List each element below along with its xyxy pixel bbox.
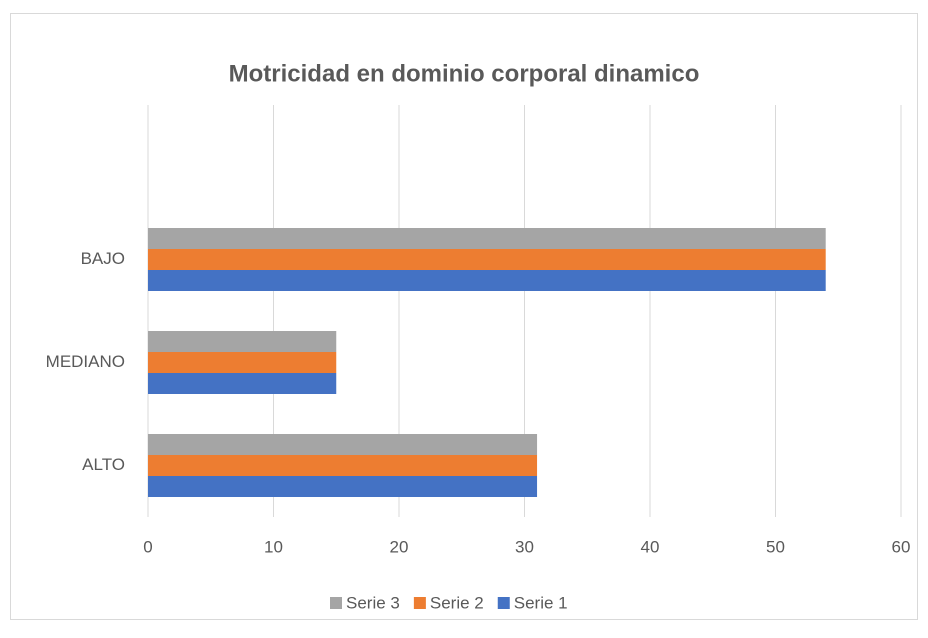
bar xyxy=(148,270,826,291)
x-tick-label: 10 xyxy=(264,537,283,556)
bar xyxy=(148,331,337,352)
legend-label: Serie 3 xyxy=(346,593,400,612)
bar xyxy=(148,455,538,476)
bar xyxy=(148,373,337,394)
bar xyxy=(148,352,337,373)
x-tick-label: 0 xyxy=(143,537,152,556)
legend-swatch xyxy=(330,597,342,609)
x-tick-label: 50 xyxy=(766,537,785,556)
y-tick-label: BAJO xyxy=(81,249,125,268)
chart-title: Motricidad en dominio corporal dinamico xyxy=(229,60,700,87)
y-tick-label: ALTO xyxy=(82,455,125,474)
x-tick-label: 40 xyxy=(641,537,660,556)
legend-swatch xyxy=(497,597,510,609)
bar xyxy=(148,476,538,497)
y-tick-label: MEDIANO xyxy=(46,352,125,371)
legend-swatch xyxy=(413,597,426,609)
bar xyxy=(148,249,826,270)
x-tick-label: 60 xyxy=(892,537,911,556)
legend-label: Serie 2 xyxy=(430,593,484,612)
legend-label: Serie 1 xyxy=(514,593,568,612)
chart-border xyxy=(10,13,918,620)
bar xyxy=(148,434,538,455)
x-tick-label: 30 xyxy=(515,537,534,556)
bar xyxy=(148,228,826,249)
x-tick-label: 20 xyxy=(390,537,409,556)
